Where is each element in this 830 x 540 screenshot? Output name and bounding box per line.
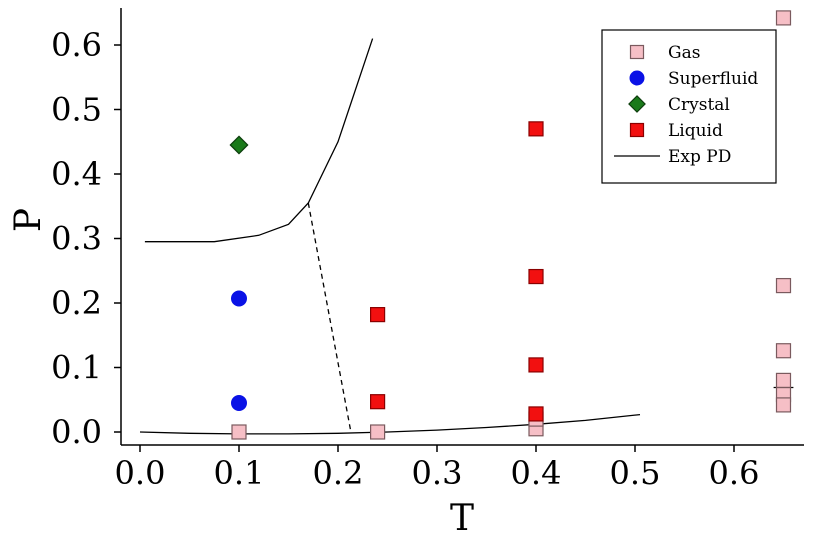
liquid-point bbox=[528, 268, 544, 285]
data-markers bbox=[229, 10, 792, 440]
y-tick-label: 0.0 bbox=[51, 413, 102, 451]
y-tick-label: 0.5 bbox=[51, 91, 102, 129]
liquid-point bbox=[528, 357, 544, 373]
legend-label-crystal: Crystal bbox=[668, 95, 730, 115]
y-tick-label: 0.2 bbox=[51, 284, 102, 322]
axes bbox=[120, 8, 804, 446]
y-tick-label: 0.1 bbox=[51, 349, 102, 387]
legend-label-liquid: Liquid bbox=[668, 121, 723, 141]
legend: Gas Superfluid Crystal Liquid Exp PD bbox=[601, 29, 777, 184]
legend-swatch-crystal bbox=[628, 95, 646, 113]
gas-point bbox=[775, 277, 792, 294]
exp-pd-line-dashed bbox=[307, 202, 352, 433]
x-tick-label: 0.2 bbox=[313, 454, 364, 492]
legend-swatch-superfluid bbox=[629, 70, 645, 86]
y-tick-label: 0.4 bbox=[51, 155, 102, 193]
legend-label-superfluid: Superfluid bbox=[668, 69, 758, 89]
liquid-point bbox=[370, 307, 386, 323]
legend-swatch-gas bbox=[629, 44, 645, 60]
x-axis-label: T bbox=[450, 498, 474, 539]
gas-point bbox=[775, 397, 792, 413]
x-tick-label: 0.1 bbox=[214, 454, 265, 492]
superfluid-point bbox=[231, 394, 247, 411]
x-tick-label: 0.3 bbox=[412, 454, 463, 492]
x-tick-label: 0.5 bbox=[610, 454, 661, 492]
x-tick-label: 0.0 bbox=[115, 454, 166, 492]
exp-pd-line-solid bbox=[139, 413, 641, 435]
legend-swatch-liquid bbox=[629, 122, 645, 138]
x-tick-label: 0.4 bbox=[511, 454, 562, 492]
crystal-point bbox=[229, 135, 249, 155]
legend-label-gas: Gas bbox=[668, 43, 700, 63]
superfluid-point bbox=[231, 290, 247, 307]
gas-point bbox=[231, 424, 247, 440]
liquid-point bbox=[528, 406, 544, 422]
legend-label-exp-pd: Exp PD bbox=[668, 147, 731, 167]
y-axis-label: P bbox=[8, 208, 49, 232]
gas-point bbox=[775, 372, 792, 388]
gas-point bbox=[370, 424, 386, 440]
x-tick-label: 0.6 bbox=[709, 454, 760, 492]
y-tick-label: 0.3 bbox=[51, 220, 102, 258]
liquid-point bbox=[528, 121, 544, 137]
gas-point bbox=[775, 343, 792, 359]
axis-ticks: 0.0 0.1 0.2 0.3 0.4 0.5 0.6 0.0 0.1 0.2 0.3 0.4 0.5 0… bbox=[51, 26, 759, 492]
y-tick-label: 0.6 bbox=[51, 26, 102, 64]
exp-pd-line-solid bbox=[144, 38, 374, 243]
liquid-point bbox=[370, 394, 386, 410]
gas-point bbox=[775, 10, 792, 26]
